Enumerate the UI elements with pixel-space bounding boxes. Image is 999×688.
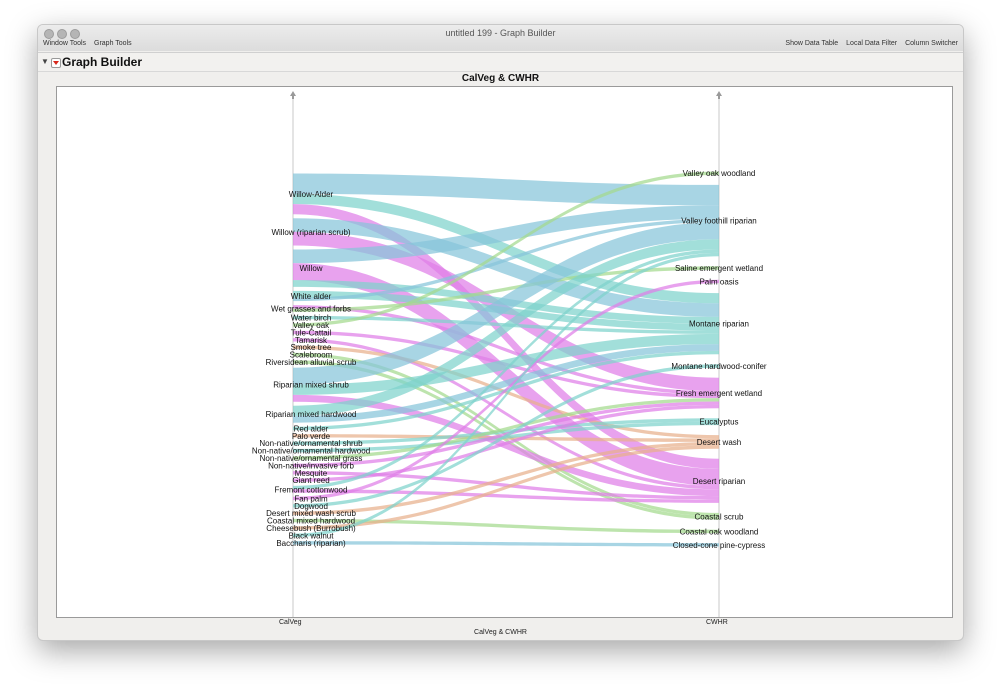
cwhr-axis-arrow-icon[interactable] bbox=[716, 91, 722, 99]
calveg-label-white-alder: White alder bbox=[291, 292, 332, 301]
cwhr-label-valley-foothill-riparian: Valley foothill riparian bbox=[681, 217, 756, 226]
calveg-label-palo-verde: Palo verde bbox=[292, 432, 331, 441]
flow-ribbon-wet-grasses-and-forbs-to-saline-emergent-wetland[interactable] bbox=[293, 266, 719, 312]
flow-ribbon-black-walnut-to-valley-foothill-riparian[interactable] bbox=[293, 252, 719, 538]
menu-window-tools[interactable]: Window Tools bbox=[43, 40, 87, 47]
disclosure-triangle-icon[interactable]: ▼ bbox=[41, 57, 49, 66]
calveg-label-scalebroom: Scalebroom bbox=[290, 351, 333, 360]
flow-ribbon-riparian-mixed-hardwood-to-valley-foothill-riparian[interactable] bbox=[293, 239, 719, 416]
flow-ribbon-tamarisk-to-desert-riparian[interactable] bbox=[293, 338, 719, 490]
calveg-label-willow-riparian-scrub: Willow (riparian scrub) bbox=[271, 228, 350, 237]
flow-ribbon-fremont-cottonwood-to-desert-riparian[interactable] bbox=[293, 489, 719, 503]
flow-ribbon-valley-oak-to-valley-oak-woodland[interactable] bbox=[293, 171, 719, 327]
cwhr-label-coastal-oak-woodland: Coastal oak woodland bbox=[680, 527, 759, 536]
calveg-label-tule-cattail: Tule-Cattail bbox=[291, 328, 332, 337]
calveg-label-non-native-ornamental-hardwood: Non-native/ornamental hardwood bbox=[252, 447, 370, 456]
flow-ribbon-willow-alder-to-valley-foothill-riparian[interactable] bbox=[293, 173, 719, 206]
cwhr-label-montane-riparian: Montane riparian bbox=[689, 320, 749, 329]
calveg-label-willow: Willow bbox=[299, 264, 322, 273]
calveg-label-willow-alder: Willow-Alder bbox=[289, 190, 334, 199]
flow-ribbon-non-native-ornamental-grass-to-fresh-emergent-wetland[interactable] bbox=[293, 398, 719, 460]
cwhr-label-coastal-scrub: Coastal scrub bbox=[695, 512, 744, 521]
flow-ribbon-willow-alder-to-desert-riparian[interactable] bbox=[293, 204, 719, 469]
menu-local-data-filter[interactable]: Local Data Filter bbox=[846, 40, 898, 47]
flow-ribbon-desert-mixed-wash-scrub-to-desert-wash[interactable] bbox=[293, 441, 719, 515]
cwhr-label-eucalyptus: Eucalyptus bbox=[699, 418, 738, 427]
flow-ribbon-non-native-ornamental-shrub-to-eucalyptus[interactable] bbox=[293, 418, 719, 445]
menu-right: Show Data Table Local Data Filter Column… bbox=[779, 40, 958, 47]
flow-ribbon-baccharis-riparian-to-closed-cone-pine-cypress[interactable] bbox=[293, 541, 719, 547]
calveg-label-mesquite: Mesquite bbox=[295, 469, 328, 478]
calveg-label-coastal-mixed-hardwood: Coastal mixed hardwood bbox=[267, 517, 355, 526]
red-triangle-menu-icon[interactable] bbox=[51, 58, 61, 68]
flow-ribbon-mesquite-to-desert-riparian[interactable] bbox=[293, 471, 719, 500]
calveg-label-riversidean-alluvial-scrub: Riversidean alluvial scrub bbox=[266, 358, 357, 367]
cwhr-label-desert-wash: Desert wash bbox=[697, 438, 741, 447]
menu-graph-tools[interactable]: Graph Tools bbox=[94, 40, 132, 47]
menu-left: Window Tools Graph Tools bbox=[43, 40, 138, 47]
flow-ribbon-fan-palm-to-palm-oasis[interactable] bbox=[293, 279, 719, 501]
calveg-label-water-birch: Water birch bbox=[291, 314, 332, 323]
flow-ribbon-willow-riparian-scrub-to-montane-riparian[interactable] bbox=[293, 218, 719, 317]
menu-show-data-table[interactable]: Show Data Table bbox=[785, 40, 839, 47]
flow-ribbon-riversidean-alluvial-scrub-to-coastal-scrub[interactable] bbox=[293, 360, 719, 520]
menu-column-switcher[interactable]: Column Switcher bbox=[905, 40, 958, 47]
cwhr-label-palm-oasis: Palm oasis bbox=[699, 277, 738, 286]
cwhr-label-saline-emergent-wetland: Saline emergent wetland bbox=[675, 264, 763, 273]
flow-ribbon-willow-to-valley-foothill-riparian[interactable] bbox=[293, 205, 719, 264]
flow-ribbon-coastal-mixed-hardwood-to-coastal-oak-woodland[interactable] bbox=[293, 518, 719, 534]
cwhr-label-fresh-emergent-wetland: Fresh emergent wetland bbox=[676, 389, 762, 398]
calveg-label-riparian-mixed-shrub: Riparian mixed shrub bbox=[273, 381, 349, 390]
flow-ribbon-cheesebush-burrobush-to-desert-wash[interactable] bbox=[293, 445, 719, 530]
minimize-window-button[interactable] bbox=[57, 29, 67, 39]
calveg-label-wet-grasses-and-forbs: Wet grasses and forbs bbox=[271, 305, 351, 314]
cwhr-label-valley-oak-woodland: Valley oak woodland bbox=[683, 169, 756, 178]
flow-ribbon-giant-reed-to-fresh-emergent-wetland[interactable] bbox=[293, 404, 719, 482]
cwhr-label-desert-riparian: Desert riparian bbox=[693, 477, 745, 486]
window-title: untitled 199 - Graph Builder bbox=[445, 28, 556, 38]
cwhr-label-closed-cone-pine-cypress: Closed-cone pine-cypress bbox=[673, 541, 766, 550]
calveg-label-fremont-cottonwood: Fremont cottonwood bbox=[275, 485, 348, 494]
flow-ribbon-riparian-mixed-shrub-to-desert-riparian[interactable] bbox=[293, 394, 719, 497]
flow-ribbon-wet-grasses-and-forbs-to-fresh-emergent-wetland[interactable] bbox=[293, 305, 719, 395]
title-bar: untitled 199 - Graph Builder Window Tool… bbox=[38, 25, 963, 51]
cwhr-label-montane-hardwood-conifer: Montane hardwood-conifer bbox=[671, 362, 767, 371]
flow-ribbon-dogwood-to-montane-hardwood-conifer[interactable] bbox=[293, 364, 719, 508]
flow-ribbon-riparian-mixed-hardwood-to-montane-riparian[interactable] bbox=[293, 344, 719, 423]
flow-ribbon-riparian-mixed-shrub-to-valley-foothill-riparian[interactable] bbox=[293, 222, 719, 385]
calveg-label-dogwood: Dogwood bbox=[294, 502, 328, 511]
chart-frame: Willow-Alder Willow (riparian scrub) Willo… bbox=[56, 86, 953, 618]
calveg-label-black-walnut: Black walnut bbox=[289, 531, 335, 540]
calveg-label-tamarisk: Tamarisk bbox=[295, 336, 328, 345]
flow-ribbon-willow-to-desert-riparian[interactable] bbox=[293, 263, 719, 486]
zoom-window-button[interactable] bbox=[70, 29, 80, 39]
calveg-label-red-alder: Red alder bbox=[294, 424, 329, 433]
axis-label-cwhr: CWHR bbox=[706, 619, 728, 626]
calveg-label-cheesebush-burrobush: Cheesebush (Burrobush) bbox=[266, 524, 356, 533]
parallel-sets-chart: Willow-Alder Willow (riparian scrub) Willo… bbox=[252, 91, 767, 617]
panel-title: Graph Builder bbox=[62, 55, 143, 69]
calveg-label-valley-oak: Valley oak bbox=[293, 321, 330, 330]
calveg-label-giant-reed: Giant reed bbox=[292, 476, 329, 485]
calveg-label-non-native-ornamental-shrub: Non-native/ornamental shrub bbox=[259, 439, 363, 448]
calveg-label-smoke-tree: Smoke tree bbox=[291, 343, 332, 352]
close-window-button[interactable] bbox=[44, 29, 54, 39]
calveg-label-non-native-ornamental-grass: Non-native/ornamental grass bbox=[260, 454, 363, 463]
calveg-label-desert-mixed-wash-scrub: Desert mixed wash scrub bbox=[266, 509, 356, 518]
calveg-label-baccharis-riparian: Baccharis (riparian) bbox=[276, 539, 346, 548]
flow-ribbon-white-alder-to-valley-foothill-riparian[interactable] bbox=[293, 218, 719, 302]
graph-builder-header: ▼ Graph Builder bbox=[38, 52, 963, 72]
calveg-label-riparian-mixed-hardwood: Riparian mixed hardwood bbox=[266, 410, 357, 419]
calveg-axis-arrow-icon[interactable] bbox=[290, 91, 296, 99]
flow-ribbon-fremont-cottonwood-to-valley-foothill-riparian[interactable] bbox=[293, 249, 719, 490]
chart-title: CalVeg & CWHR bbox=[461, 73, 540, 84]
calveg-label-non-native-invasive-forb: Non-native/invasive forb bbox=[268, 461, 354, 470]
graph-builder-window: untitled 199 - Graph Builder Window Tool… bbox=[37, 24, 964, 641]
x-axis-title: CalVeg & CWHR bbox=[474, 629, 527, 636]
calveg-label-fan-palm: Fan palm bbox=[294, 494, 328, 503]
flow-ribbon-riparian-mixed-shrub-to-montane-riparian[interactable] bbox=[293, 333, 719, 395]
axis-label-calveg: CalVeg bbox=[279, 619, 302, 626]
